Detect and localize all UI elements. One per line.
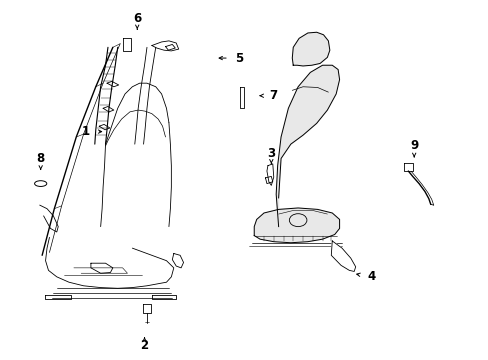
Text: 9: 9 [409, 139, 417, 152]
Polygon shape [404, 163, 412, 171]
Text: 4: 4 [366, 270, 375, 283]
Text: 6: 6 [133, 12, 141, 25]
Polygon shape [143, 304, 151, 313]
Text: 2: 2 [140, 339, 148, 352]
Polygon shape [172, 253, 183, 268]
Polygon shape [165, 44, 175, 50]
Polygon shape [254, 208, 339, 243]
Polygon shape [330, 241, 355, 271]
Text: 8: 8 [37, 152, 45, 165]
Polygon shape [266, 164, 273, 185]
Polygon shape [107, 81, 119, 87]
Text: 5: 5 [235, 51, 243, 64]
Polygon shape [44, 296, 71, 299]
Polygon shape [152, 296, 176, 299]
Polygon shape [99, 125, 110, 130]
Polygon shape [122, 39, 131, 51]
Text: 1: 1 [82, 125, 90, 138]
Polygon shape [276, 65, 339, 226]
Polygon shape [292, 32, 329, 66]
Text: 7: 7 [269, 89, 277, 102]
Polygon shape [103, 107, 114, 112]
Polygon shape [91, 263, 113, 273]
Text: 3: 3 [267, 147, 275, 159]
Polygon shape [239, 87, 243, 108]
Polygon shape [265, 176, 272, 184]
Polygon shape [152, 41, 178, 51]
